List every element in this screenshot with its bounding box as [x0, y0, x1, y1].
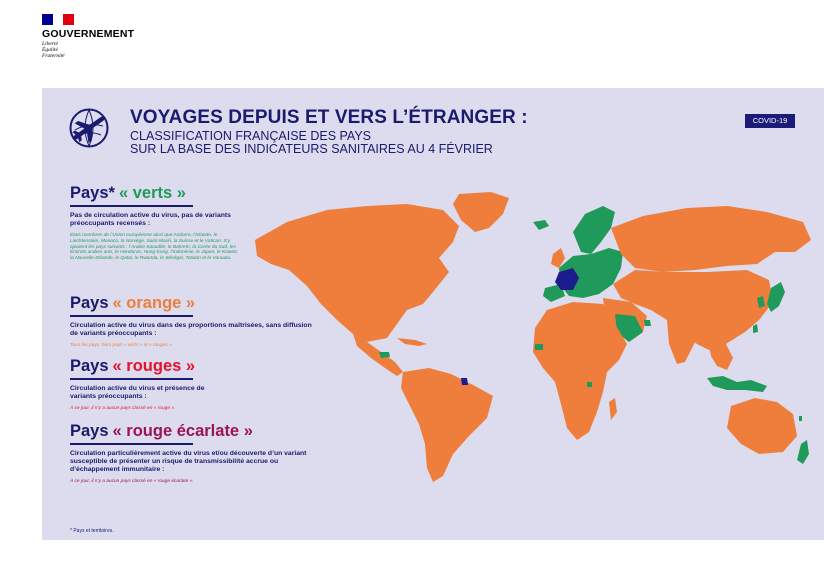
category-orange-note: Tous les pays, hors pays « verts » et « …	[70, 342, 174, 348]
flag-blue-band	[42, 14, 53, 25]
category-green-heading: Pays* « verts »	[70, 184, 330, 202]
airplane-globe-icon	[69, 108, 109, 148]
map-new-zealand	[797, 440, 809, 464]
map-taiwan	[753, 324, 758, 333]
map-rwanda	[587, 382, 592, 387]
motto-fraternite: Fraternité	[42, 53, 65, 59]
category-orange-prefix: Pays	[70, 294, 109, 312]
category-green-note: États membres de l’Union européenne ains…	[70, 232, 238, 262]
category-orange-name: « orange »	[112, 294, 196, 312]
covid-badge: COVID-19	[745, 114, 795, 128]
category-green-description: Pas de circulation active du virus, pas …	[70, 211, 231, 227]
category-scarlet-prefix: Pays	[70, 422, 109, 440]
map-honduras	[379, 352, 390, 358]
government-logo: GOUVERNEMENT Liberté Égalité Fraternité	[42, 14, 134, 59]
french-flag-icon	[42, 14, 75, 25]
subtitle-line-2: SUR LA BASE DES INDICATEURS SANITAIRES A…	[130, 141, 493, 156]
map-madagascar	[609, 398, 617, 420]
government-motto: Liberté Égalité Fraternité	[42, 41, 134, 59]
category-red-description: Circulation active du virus et présence …	[70, 384, 205, 400]
map-greenland	[453, 192, 509, 232]
map-french-guiana	[461, 378, 468, 385]
flag-white-band	[52, 14, 64, 25]
page-title: VOYAGES DEPUIS ET VERS L’ÉTRANGER :	[130, 107, 528, 128]
main-panel: VOYAGES DEPUIS ET VERS L’ÉTRANGER : CLAS…	[42, 88, 824, 540]
map-southeast-asia	[709, 342, 733, 370]
flag-red-band	[63, 14, 75, 25]
category-orange-underline	[70, 315, 193, 317]
map-north-america	[255, 204, 459, 342]
world-map	[255, 192, 811, 482]
map-australia	[727, 398, 797, 454]
subtitle-line-1: CLASSIFICATION FRANÇAISE DES PAYS	[130, 129, 372, 143]
page-subtitle: CLASSIFICATION FRANÇAISE DES PAYS SUR LA…	[130, 130, 493, 155]
category-red: Pays « rouges » Circulation active du vir…	[70, 357, 330, 412]
map-senegal	[535, 344, 543, 350]
map-saudi-arabia	[615, 314, 643, 342]
map-iceland	[533, 220, 549, 230]
map-russia	[611, 206, 811, 272]
category-green: Pays* « verts » Pas de circulation active…	[70, 184, 330, 262]
category-scarlet-name: « rouge écarlate »	[112, 422, 253, 440]
category-red-underline	[70, 378, 193, 380]
category-green-underline	[70, 205, 193, 207]
category-scarlet-underline	[70, 443, 193, 445]
map-indonesia	[707, 376, 767, 392]
map-iberia	[543, 284, 565, 302]
map-caribbean	[397, 338, 427, 346]
map-africa	[533, 302, 627, 440]
map-india	[667, 320, 695, 364]
map-uk	[551, 248, 565, 268]
category-scarlet-description: Circulation particulièrement active du v…	[70, 449, 307, 473]
footnote: * Pays et territoires.	[70, 528, 114, 534]
map-south-america	[401, 368, 493, 482]
category-red-note: À ce jour, il n’y a aucun pays classé en…	[70, 405, 176, 411]
map-japan	[767, 282, 785, 312]
category-red-heading: Pays « rouges »	[70, 357, 330, 375]
motto-egalite: Égalité	[42, 47, 58, 53]
map-uae-qatar	[644, 320, 651, 326]
category-orange: Pays « orange » Circulation active du vir…	[70, 294, 330, 349]
map-central-america	[353, 334, 403, 376]
category-red-prefix: Pays	[70, 357, 109, 375]
category-scarlet-note: À ce jour, il n’y a aucun pays classé en…	[70, 479, 194, 485]
category-green-prefix: Pays*	[70, 184, 115, 202]
motto-liberte: Liberté	[42, 41, 58, 47]
map-scandinavia	[573, 206, 615, 254]
category-orange-description: Circulation active du virus dans des pro…	[70, 321, 312, 337]
category-orange-heading: Pays « orange »	[70, 294, 330, 312]
category-scarlet-heading: Pays « rouge écarlate »	[70, 422, 330, 440]
map-france	[555, 268, 579, 290]
map-asia	[613, 270, 773, 352]
category-red-name: « rouges »	[112, 357, 196, 375]
map-vanuatu	[799, 416, 802, 421]
government-name: GOUVERNEMENT	[42, 28, 135, 40]
map-korea	[757, 296, 765, 308]
category-scarlet: Pays « rouge écarlate » Circulation parti…	[70, 422, 330, 485]
category-green-name: « verts »	[118, 184, 186, 202]
